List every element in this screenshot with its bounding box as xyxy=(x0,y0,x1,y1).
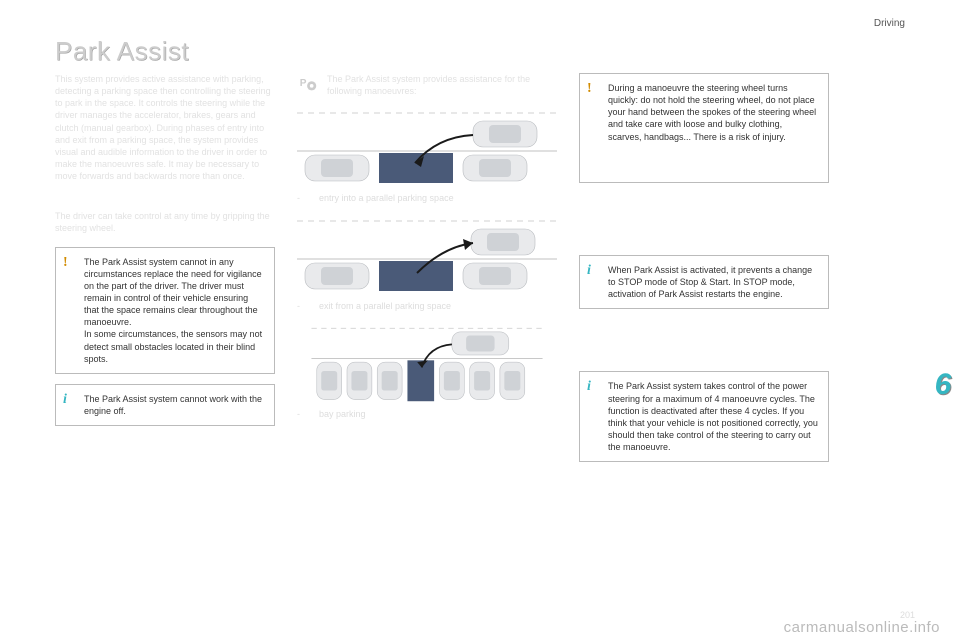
right-column: ! During a manoeuvre the steering wheel … xyxy=(579,73,829,472)
caption-bay-parking-text: bay parking xyxy=(319,409,366,419)
caption-parallel-exit-text: exit from a parallel parking space xyxy=(319,301,451,311)
page-title: Park Assist xyxy=(55,36,930,67)
info-engine-off: i The Park Assist system cannot work wit… xyxy=(55,384,275,426)
svg-text:P: P xyxy=(300,78,307,89)
diagram-bay-parking xyxy=(297,323,557,403)
park-assist-icon: P xyxy=(297,73,319,95)
warning-icon: ! xyxy=(63,255,68,271)
warning-icon: ! xyxy=(587,81,592,97)
info-icon: i xyxy=(63,392,67,408)
warning-steering-text: During a manoeuvre the steering wheel tu… xyxy=(608,82,818,143)
middle-column: P The Park Assist system provides assist… xyxy=(297,73,557,472)
chapter-number: 6 xyxy=(935,368,952,402)
caption-parallel-exit: - exit from a parallel parking space xyxy=(297,301,557,311)
left-column: This system provides active assistance w… xyxy=(55,73,275,472)
caption-bay-parking: - bay parking xyxy=(297,409,557,419)
watermark: carmanualsonline.info xyxy=(784,619,940,636)
info-cycles: i The Park Assist system takes control o… xyxy=(579,371,829,462)
intro-paragraph: This system provides active assistance w… xyxy=(55,73,275,182)
chapter-tab: 6 xyxy=(926,360,960,410)
warning-vigilance: ! The Park Assist system cannot in any c… xyxy=(55,247,275,374)
caption-parallel-entry-text: entry into a parallel parking space xyxy=(319,193,454,203)
info-stop-start-text: When Park Assist is activated, it preven… xyxy=(608,264,818,300)
section-header: Driving xyxy=(874,18,905,29)
caption-parallel-entry: - entry into a parallel parking space xyxy=(297,193,557,203)
info-icon: i xyxy=(587,263,591,279)
warning-vigilance-text: The Park Assist system cannot in any cir… xyxy=(84,256,264,365)
info-stop-start: i When Park Assist is activated, it prev… xyxy=(579,255,829,309)
diagram-parallel-exit xyxy=(297,215,557,295)
info-icon: i xyxy=(587,379,591,395)
diagram-parallel-entry xyxy=(297,107,557,187)
info-cycles-text: The Park Assist system takes control of … xyxy=(608,380,818,453)
warning-steering: ! During a manoeuvre the steering wheel … xyxy=(579,73,829,183)
info-engine-off-text: The Park Assist system cannot work with … xyxy=(84,393,264,417)
manoeuvres-intro: The Park Assist system provides assistan… xyxy=(327,73,557,97)
driver-note: The driver can take control at any time … xyxy=(55,210,275,234)
